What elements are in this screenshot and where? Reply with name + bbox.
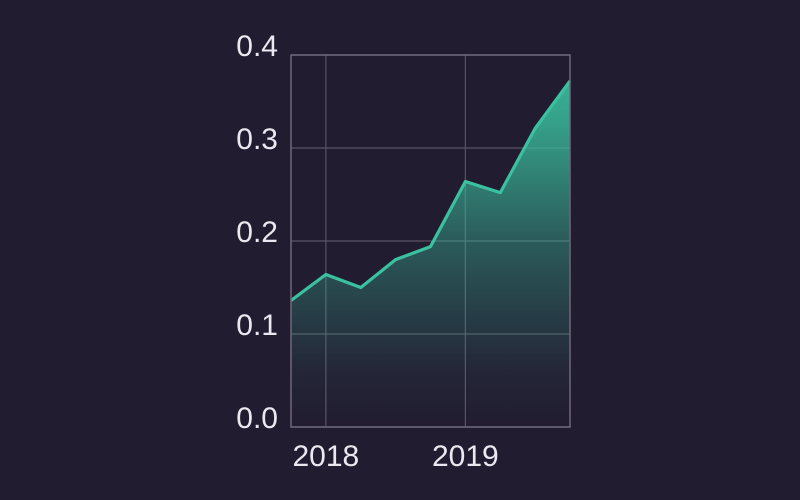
x-tick-label-2018: 2018 [293, 440, 360, 473]
trend-line [290, 80, 572, 302]
y-tick-label-0.0: 0.0 [236, 402, 278, 435]
area-fill [291, 81, 570, 427]
y-tick-label-0.1: 0.1 [236, 309, 278, 342]
y-tick-label-0.4: 0.4 [236, 30, 278, 63]
plot-frame [290, 54, 571, 428]
y-tick-label-0.2: 0.2 [236, 216, 278, 249]
x-tick-label-2019: 2019 [432, 440, 499, 473]
y-tick-label-0.3: 0.3 [236, 123, 278, 156]
